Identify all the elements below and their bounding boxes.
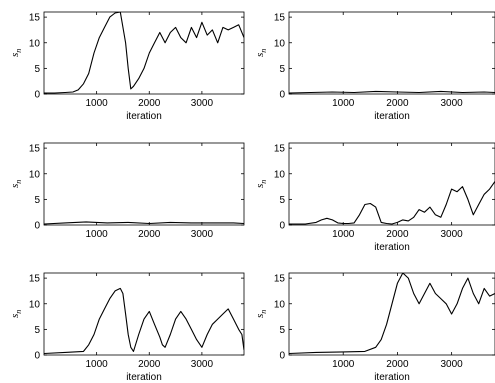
y-axis-label-sub: n xyxy=(259,180,268,184)
x-tick-label: 2000 xyxy=(386,229,409,240)
y-axis-label-main: s xyxy=(254,184,266,188)
y-axis-label-main: s xyxy=(254,53,266,57)
y-tick-label: 15 xyxy=(29,274,41,285)
y-tick-label: 15 xyxy=(274,144,286,155)
y-axis-label-sub: n xyxy=(14,310,23,314)
y-tick-label: 0 xyxy=(34,221,40,232)
chart-panel-1: 1000 2000 3000 0 5 10 15 sn iteration xyxy=(9,11,245,122)
y-axis-label-sub: n xyxy=(259,310,268,314)
x-tick-label: 1000 xyxy=(332,359,355,370)
y-axis-label: sn xyxy=(254,180,268,188)
y-axis-label-main: s xyxy=(9,314,21,318)
x-tick-label: 1000 xyxy=(86,359,109,370)
x-tick-label: 3000 xyxy=(441,98,464,109)
y-tick-label: 0 xyxy=(34,90,40,101)
x-tick-label: 3000 xyxy=(441,359,464,370)
x-axis-label: iteration xyxy=(374,242,410,253)
x-tick-label: 2000 xyxy=(386,359,409,370)
y-tick-label: 5 xyxy=(279,64,285,75)
plot-frame xyxy=(43,142,245,226)
y-tick-label: 15 xyxy=(274,13,286,24)
y-tick-label: 0 xyxy=(279,90,285,101)
series-line-1 xyxy=(289,90,495,94)
chart-panel-4: 1000 2000 3000 0 5 10 15 sn iteration xyxy=(254,142,495,253)
series-line-1 xyxy=(44,287,244,355)
x-tick-label: 1000 xyxy=(86,229,109,240)
y-tick-label: 5 xyxy=(34,325,40,336)
y-tick-label: 10 xyxy=(274,299,286,310)
x-tick-label: 1000 xyxy=(86,98,109,109)
x-axis-label: iteration xyxy=(374,372,410,383)
y-axis-label-sub: n xyxy=(259,49,268,53)
plot-frame xyxy=(288,11,495,95)
y-tick-label: 10 xyxy=(29,169,41,180)
chart-panel-3: 1000 2000 3000 0 5 10 15 sn xyxy=(9,142,245,240)
y-axis-label: sn xyxy=(9,49,23,57)
series-line-1 xyxy=(289,181,495,225)
x-tick-label: 1000 xyxy=(332,229,355,240)
x-axis-label: iteration xyxy=(126,111,162,122)
x-tick-label: 2000 xyxy=(138,98,161,109)
y-tick-label: 0 xyxy=(279,221,285,232)
y-tick-label: 5 xyxy=(279,325,285,336)
y-axis-label-sub: n xyxy=(14,49,23,53)
x-axis-label: iteration xyxy=(126,372,162,383)
chart-panel-5: 1000 2000 3000 0 5 10 15 sn iteration xyxy=(9,272,245,383)
y-tick-label: 15 xyxy=(274,274,286,285)
x-tick-label: 3000 xyxy=(191,359,214,370)
x-tick-label: 3000 xyxy=(191,98,214,109)
plot-frame xyxy=(43,272,245,356)
y-tick-label: 5 xyxy=(34,64,40,75)
chart-panel-6: 1000 2000 3000 0 5 10 15 sn iteration xyxy=(254,272,495,383)
series-line-1 xyxy=(289,273,495,355)
series-line-1 xyxy=(44,12,244,94)
chart-panel-2: 1000 2000 3000 0 5 10 15 sn iteration xyxy=(254,11,495,122)
x-tick-label: 2000 xyxy=(386,98,409,109)
y-axis-label-main: s xyxy=(9,184,21,188)
x-tick-label: 3000 xyxy=(441,229,464,240)
y-axis-label: sn xyxy=(9,310,23,318)
y-axis-label: sn xyxy=(254,49,268,57)
y-axis-label: sn xyxy=(254,310,268,318)
y-tick-label: 10 xyxy=(29,38,41,49)
y-tick-label: 15 xyxy=(29,13,41,24)
x-tick-label: 2000 xyxy=(138,359,161,370)
y-axis-label-sub: n xyxy=(14,180,23,184)
plot-frame xyxy=(43,11,245,95)
plot-frame xyxy=(288,142,495,226)
x-tick-label: 1000 xyxy=(332,98,355,109)
y-axis-label: sn xyxy=(9,180,23,188)
plot-frame xyxy=(288,272,495,356)
y-tick-label: 10 xyxy=(274,38,286,49)
x-axis-label: iteration xyxy=(374,111,410,122)
x-tick-label: 2000 xyxy=(138,229,161,240)
x-tick-label: 3000 xyxy=(191,229,214,240)
y-tick-label: 5 xyxy=(279,195,285,206)
y-tick-label: 0 xyxy=(279,351,285,362)
y-tick-label: 5 xyxy=(34,195,40,206)
y-axis-label-main: s xyxy=(9,53,21,57)
y-axis-label-main: s xyxy=(254,314,266,318)
y-tick-label: 15 xyxy=(29,144,41,155)
y-tick-label: 10 xyxy=(29,299,41,310)
y-tick-label: 0 xyxy=(34,351,40,362)
series-line-1 xyxy=(44,221,244,225)
y-tick-label: 10 xyxy=(274,169,286,180)
